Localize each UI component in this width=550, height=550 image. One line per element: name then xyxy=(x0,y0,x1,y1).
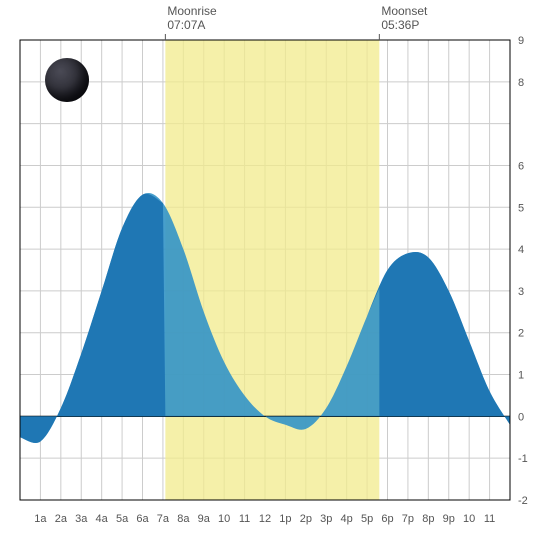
svg-text:8p: 8p xyxy=(422,513,434,525)
svg-text:4: 4 xyxy=(518,244,524,256)
svg-text:4p: 4p xyxy=(341,513,353,525)
svg-text:8a: 8a xyxy=(177,513,190,525)
svg-text:8: 8 xyxy=(518,77,524,89)
moonrise-label: Moonrise xyxy=(167,4,216,18)
svg-text:2a: 2a xyxy=(55,513,68,525)
svg-text:3p: 3p xyxy=(320,513,332,525)
moonset-annotation: Moonset 05:36P xyxy=(381,4,427,32)
svg-text:1a: 1a xyxy=(34,513,47,525)
svg-text:1: 1 xyxy=(518,370,524,382)
svg-text:11: 11 xyxy=(484,513,495,525)
svg-text:10: 10 xyxy=(463,513,475,525)
svg-text:9: 9 xyxy=(518,35,524,47)
tide-chart-container: 986543210-1-21a2a3a4a5a6a7a8a9a1011121p2… xyxy=(0,0,550,550)
svg-text:5p: 5p xyxy=(361,513,373,525)
svg-text:7p: 7p xyxy=(402,513,414,525)
svg-text:0: 0 xyxy=(518,411,524,423)
svg-text:9p: 9p xyxy=(443,513,455,525)
svg-text:3: 3 xyxy=(518,286,524,298)
svg-text:7a: 7a xyxy=(157,513,170,525)
moon-phase-icon xyxy=(45,58,89,102)
svg-text:2p: 2p xyxy=(300,513,312,525)
svg-text:6p: 6p xyxy=(381,513,393,525)
svg-text:4a: 4a xyxy=(96,513,109,525)
moonset-label: Moonset xyxy=(381,4,427,18)
svg-text:3a: 3a xyxy=(75,513,88,525)
moonrise-time: 07:07A xyxy=(167,18,216,32)
svg-text:9a: 9a xyxy=(198,513,211,525)
svg-text:2: 2 xyxy=(518,328,524,340)
svg-text:10: 10 xyxy=(218,513,230,525)
svg-text:12: 12 xyxy=(259,513,271,525)
svg-text:11: 11 xyxy=(239,513,250,525)
moonrise-annotation: Moonrise 07:07A xyxy=(167,4,216,32)
svg-text:6a: 6a xyxy=(136,513,149,525)
svg-text:-2: -2 xyxy=(518,495,528,507)
svg-text:-1: -1 xyxy=(518,453,528,465)
svg-text:6: 6 xyxy=(518,160,524,172)
svg-text:5: 5 xyxy=(518,202,524,214)
svg-text:1p: 1p xyxy=(279,513,291,525)
moonset-time: 05:36P xyxy=(381,18,427,32)
svg-text:5a: 5a xyxy=(116,513,129,525)
